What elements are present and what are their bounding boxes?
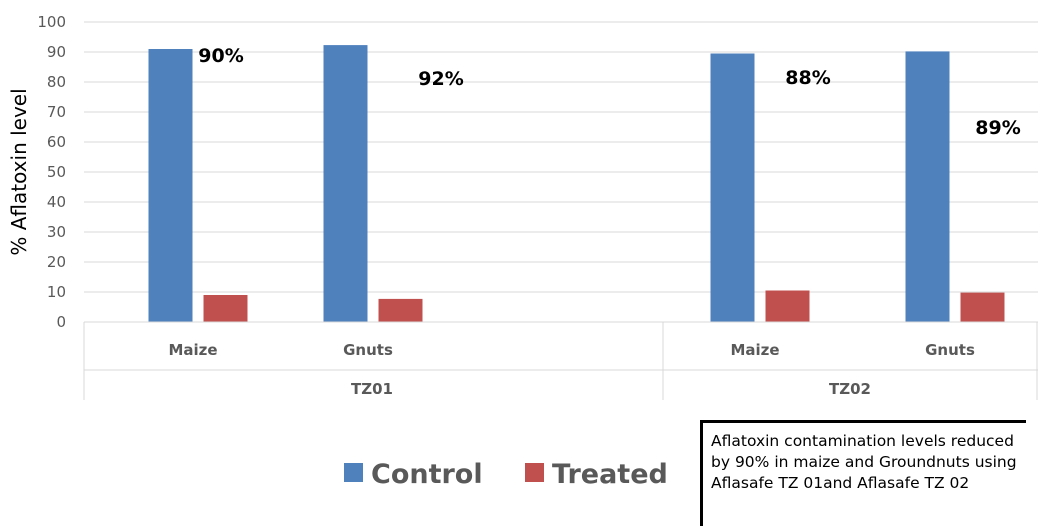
y-tick-label: 70 (47, 103, 66, 121)
x-group-label: TZ02 (829, 380, 871, 398)
legend-swatch-control (344, 463, 363, 482)
bar-control-maize (148, 49, 193, 322)
y-tick-label: 30 (47, 223, 66, 241)
bar-control-gnuts (323, 45, 368, 322)
bar-control-gnuts (905, 51, 950, 323)
data-label: 92% (418, 68, 463, 90)
x-group-label: TZ01 (351, 380, 393, 398)
legend-label-control: Control (371, 459, 483, 490)
y-tick-label: 60 (47, 133, 66, 151)
bar-treated-gnuts (378, 298, 423, 322)
x-tick-label: Gnuts (343, 341, 393, 359)
annotation-text: Aflatoxin contamination levels reduced b… (711, 432, 1017, 492)
y-tick-label: 10 (47, 283, 66, 301)
data-label: 90% (198, 45, 243, 67)
data-label: 88% (785, 67, 830, 89)
bar-treated-gnuts (960, 292, 1005, 322)
y-tick-label: 80 (47, 73, 66, 91)
bars (148, 45, 1005, 323)
data-labels: 90% 92% 88% 89% (198, 45, 1020, 139)
bar-treated-maize (765, 290, 810, 322)
x-axis: Maize Gnuts Maize Gnuts TZ01 TZ02 (83, 321, 1038, 400)
legend-label-treated: Treated (552, 459, 668, 490)
x-tick-label: Gnuts (925, 341, 975, 359)
x-tick-label: Maize (730, 341, 779, 359)
y-axis: 0 10 20 30 40 50 60 70 80 90 100 (37, 13, 66, 331)
y-axis-label: % Aflatoxin level (7, 88, 31, 255)
x-tick-label: Maize (168, 341, 217, 359)
y-tick-label: 90 (47, 43, 66, 61)
bar-control-maize (710, 53, 755, 322)
legend-swatch-treated (525, 463, 544, 482)
y-tick-label: 50 (47, 163, 66, 181)
annotation-box: Aflatoxin contamination levels reduced b… (700, 420, 1026, 526)
y-tick-label: 0 (56, 313, 66, 331)
gridlines (84, 21, 1038, 323)
y-tick-label: 40 (47, 193, 66, 211)
y-tick-label: 20 (47, 253, 66, 271)
y-tick-label: 100 (37, 13, 66, 31)
data-label: 89% (975, 117, 1020, 139)
bar-treated-maize (203, 295, 248, 322)
legend: Control Treated (344, 459, 668, 490)
